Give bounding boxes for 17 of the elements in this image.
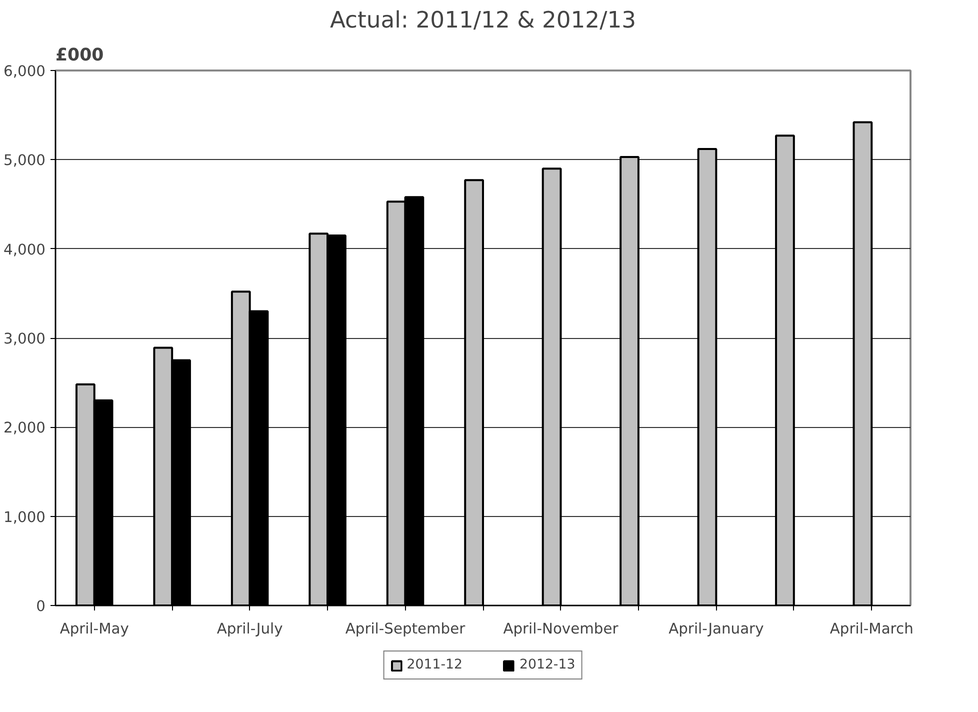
y-tick-label: 2,000	[4, 420, 46, 437]
y-tick-label: 0	[36, 598, 46, 615]
y-tick-label: 1,000	[4, 508, 46, 526]
chart-title: Actual: 2011/12 & 2012/13	[330, 8, 636, 34]
x-tick-label: April-May	[60, 620, 130, 638]
x-tick-label: April-September	[345, 620, 466, 638]
x-tick-label: April-July	[216, 620, 284, 638]
x-tick-label: April-November	[503, 620, 620, 638]
y-tick-label: 4,000	[4, 241, 46, 258]
x-tick-label: April-March	[830, 620, 914, 638]
y-tick-label: 3,000	[4, 330, 46, 348]
legend-label: 2012-13	[520, 658, 576, 672]
legend-label: 2011-12	[406, 658, 462, 672]
y-axis-title: £000	[56, 46, 104, 66]
y-tick-label: 5,000	[4, 152, 46, 170]
y-tick-label: 6,000	[4, 63, 46, 80]
x-tick-label: April-January	[668, 620, 764, 638]
